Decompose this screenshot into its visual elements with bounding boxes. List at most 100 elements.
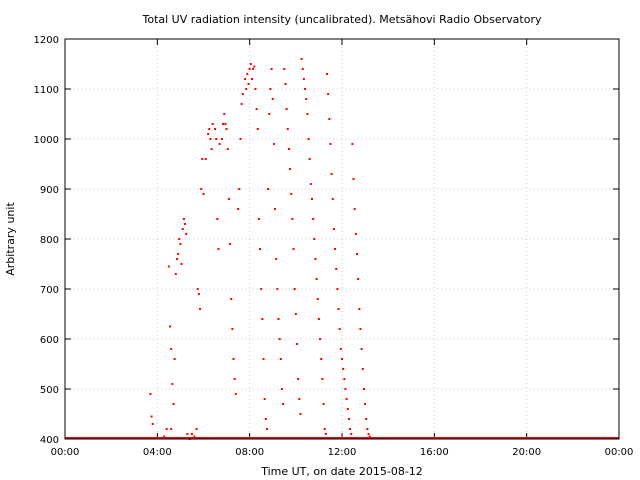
data-point: [265, 428, 268, 430]
data-point: [264, 418, 267, 420]
data-point: [279, 358, 282, 360]
plot-frame: [64, 38, 620, 440]
data-point: [329, 143, 332, 145]
data-point: [262, 358, 265, 360]
data-point: [354, 233, 357, 235]
data-point: [175, 258, 178, 260]
data-point: [254, 88, 257, 90]
data-point: [174, 273, 177, 275]
data-point: [180, 263, 183, 265]
data-point: [353, 208, 356, 210]
data-point: [232, 358, 235, 360]
data-point: [208, 128, 211, 130]
data-point: [351, 143, 354, 145]
data-point: [217, 248, 220, 250]
data-point: [149, 393, 152, 395]
data-point: [150, 415, 153, 418]
data-point: [365, 418, 368, 420]
data-point: [245, 88, 248, 90]
data-point: [339, 348, 342, 350]
x-tick-label: 04:00: [143, 447, 172, 458]
data-point: [285, 108, 288, 110]
data-point: [325, 73, 328, 75]
data-point: [249, 63, 252, 65]
data-point: [349, 428, 352, 430]
data-point: [234, 393, 237, 395]
data-point: [364, 403, 367, 405]
chart-title: Total UV radiation intensity (uncalibrat…: [142, 13, 542, 26]
data-point: [272, 143, 275, 145]
data-point: [321, 378, 324, 380]
data-point: [201, 158, 204, 160]
data-points: [65, 58, 619, 440]
data-point: [309, 183, 312, 185]
data-point: [328, 118, 331, 120]
data-point: [314, 258, 317, 260]
data-point: [237, 208, 240, 210]
data-point: [284, 83, 287, 85]
data-point: [270, 68, 273, 70]
data-point: [199, 308, 202, 310]
data-point: [356, 253, 359, 255]
data-point: [226, 148, 229, 150]
data-point: [239, 138, 242, 140]
data-point: [371, 437, 374, 439]
data-point: [259, 248, 262, 250]
data-point: [290, 193, 293, 195]
data-point: [229, 243, 232, 245]
data-point: [313, 238, 316, 240]
data-point: [163, 435, 166, 438]
data-point: [319, 338, 322, 340]
y-axis-label: Arbitrary unit: [4, 202, 17, 276]
data-point: [172, 403, 175, 405]
data-point: [359, 328, 362, 330]
data-point: [197, 293, 200, 295]
data-point: [347, 418, 350, 420]
data-point: [306, 113, 309, 115]
data-point: [261, 318, 264, 320]
y-tick-label: 500: [40, 385, 59, 396]
x-tick-label: 20:00: [512, 447, 541, 458]
data-point: [344, 388, 347, 390]
data-point: [210, 148, 213, 150]
data-point: [308, 158, 311, 160]
data-point: [267, 188, 270, 190]
data-point: [275, 258, 278, 260]
y-tick-label: 1100: [34, 85, 59, 96]
data-point: [343, 378, 346, 380]
data-point: [291, 218, 294, 220]
data-point: [352, 178, 355, 180]
data-point: [335, 268, 338, 270]
data-point: [184, 223, 187, 225]
data-point: [209, 138, 212, 140]
data-point: [283, 68, 286, 70]
data-point: [252, 68, 255, 70]
y-tick-label: 1000: [34, 135, 59, 146]
data-point: [315, 278, 318, 280]
data-point: [269, 88, 272, 90]
data-point: [218, 143, 221, 145]
data-point: [170, 348, 173, 350]
x-axis-label: Time UT, on date 2015-08-12: [260, 465, 423, 478]
data-point: [220, 138, 223, 140]
data-point: [165, 428, 168, 430]
data-point: [170, 428, 173, 430]
data-point: [317, 318, 320, 320]
y-tick-label: 900: [40, 185, 59, 196]
data-point: [233, 378, 236, 380]
data-point: [302, 78, 305, 80]
y-tick-label: 800: [40, 235, 59, 246]
data-point: [293, 288, 296, 290]
data-point: [300, 58, 303, 60]
data-point: [255, 108, 258, 110]
data-point: [216, 218, 219, 220]
data-point: [338, 328, 341, 330]
data-point: [322, 403, 325, 405]
data-point: [222, 123, 225, 125]
y-tick-label: 400: [40, 435, 59, 446]
data-point: [350, 433, 353, 435]
data-point: [256, 128, 259, 130]
data-point: [250, 78, 253, 80]
data-point: [193, 435, 196, 438]
data-point: [214, 128, 217, 130]
